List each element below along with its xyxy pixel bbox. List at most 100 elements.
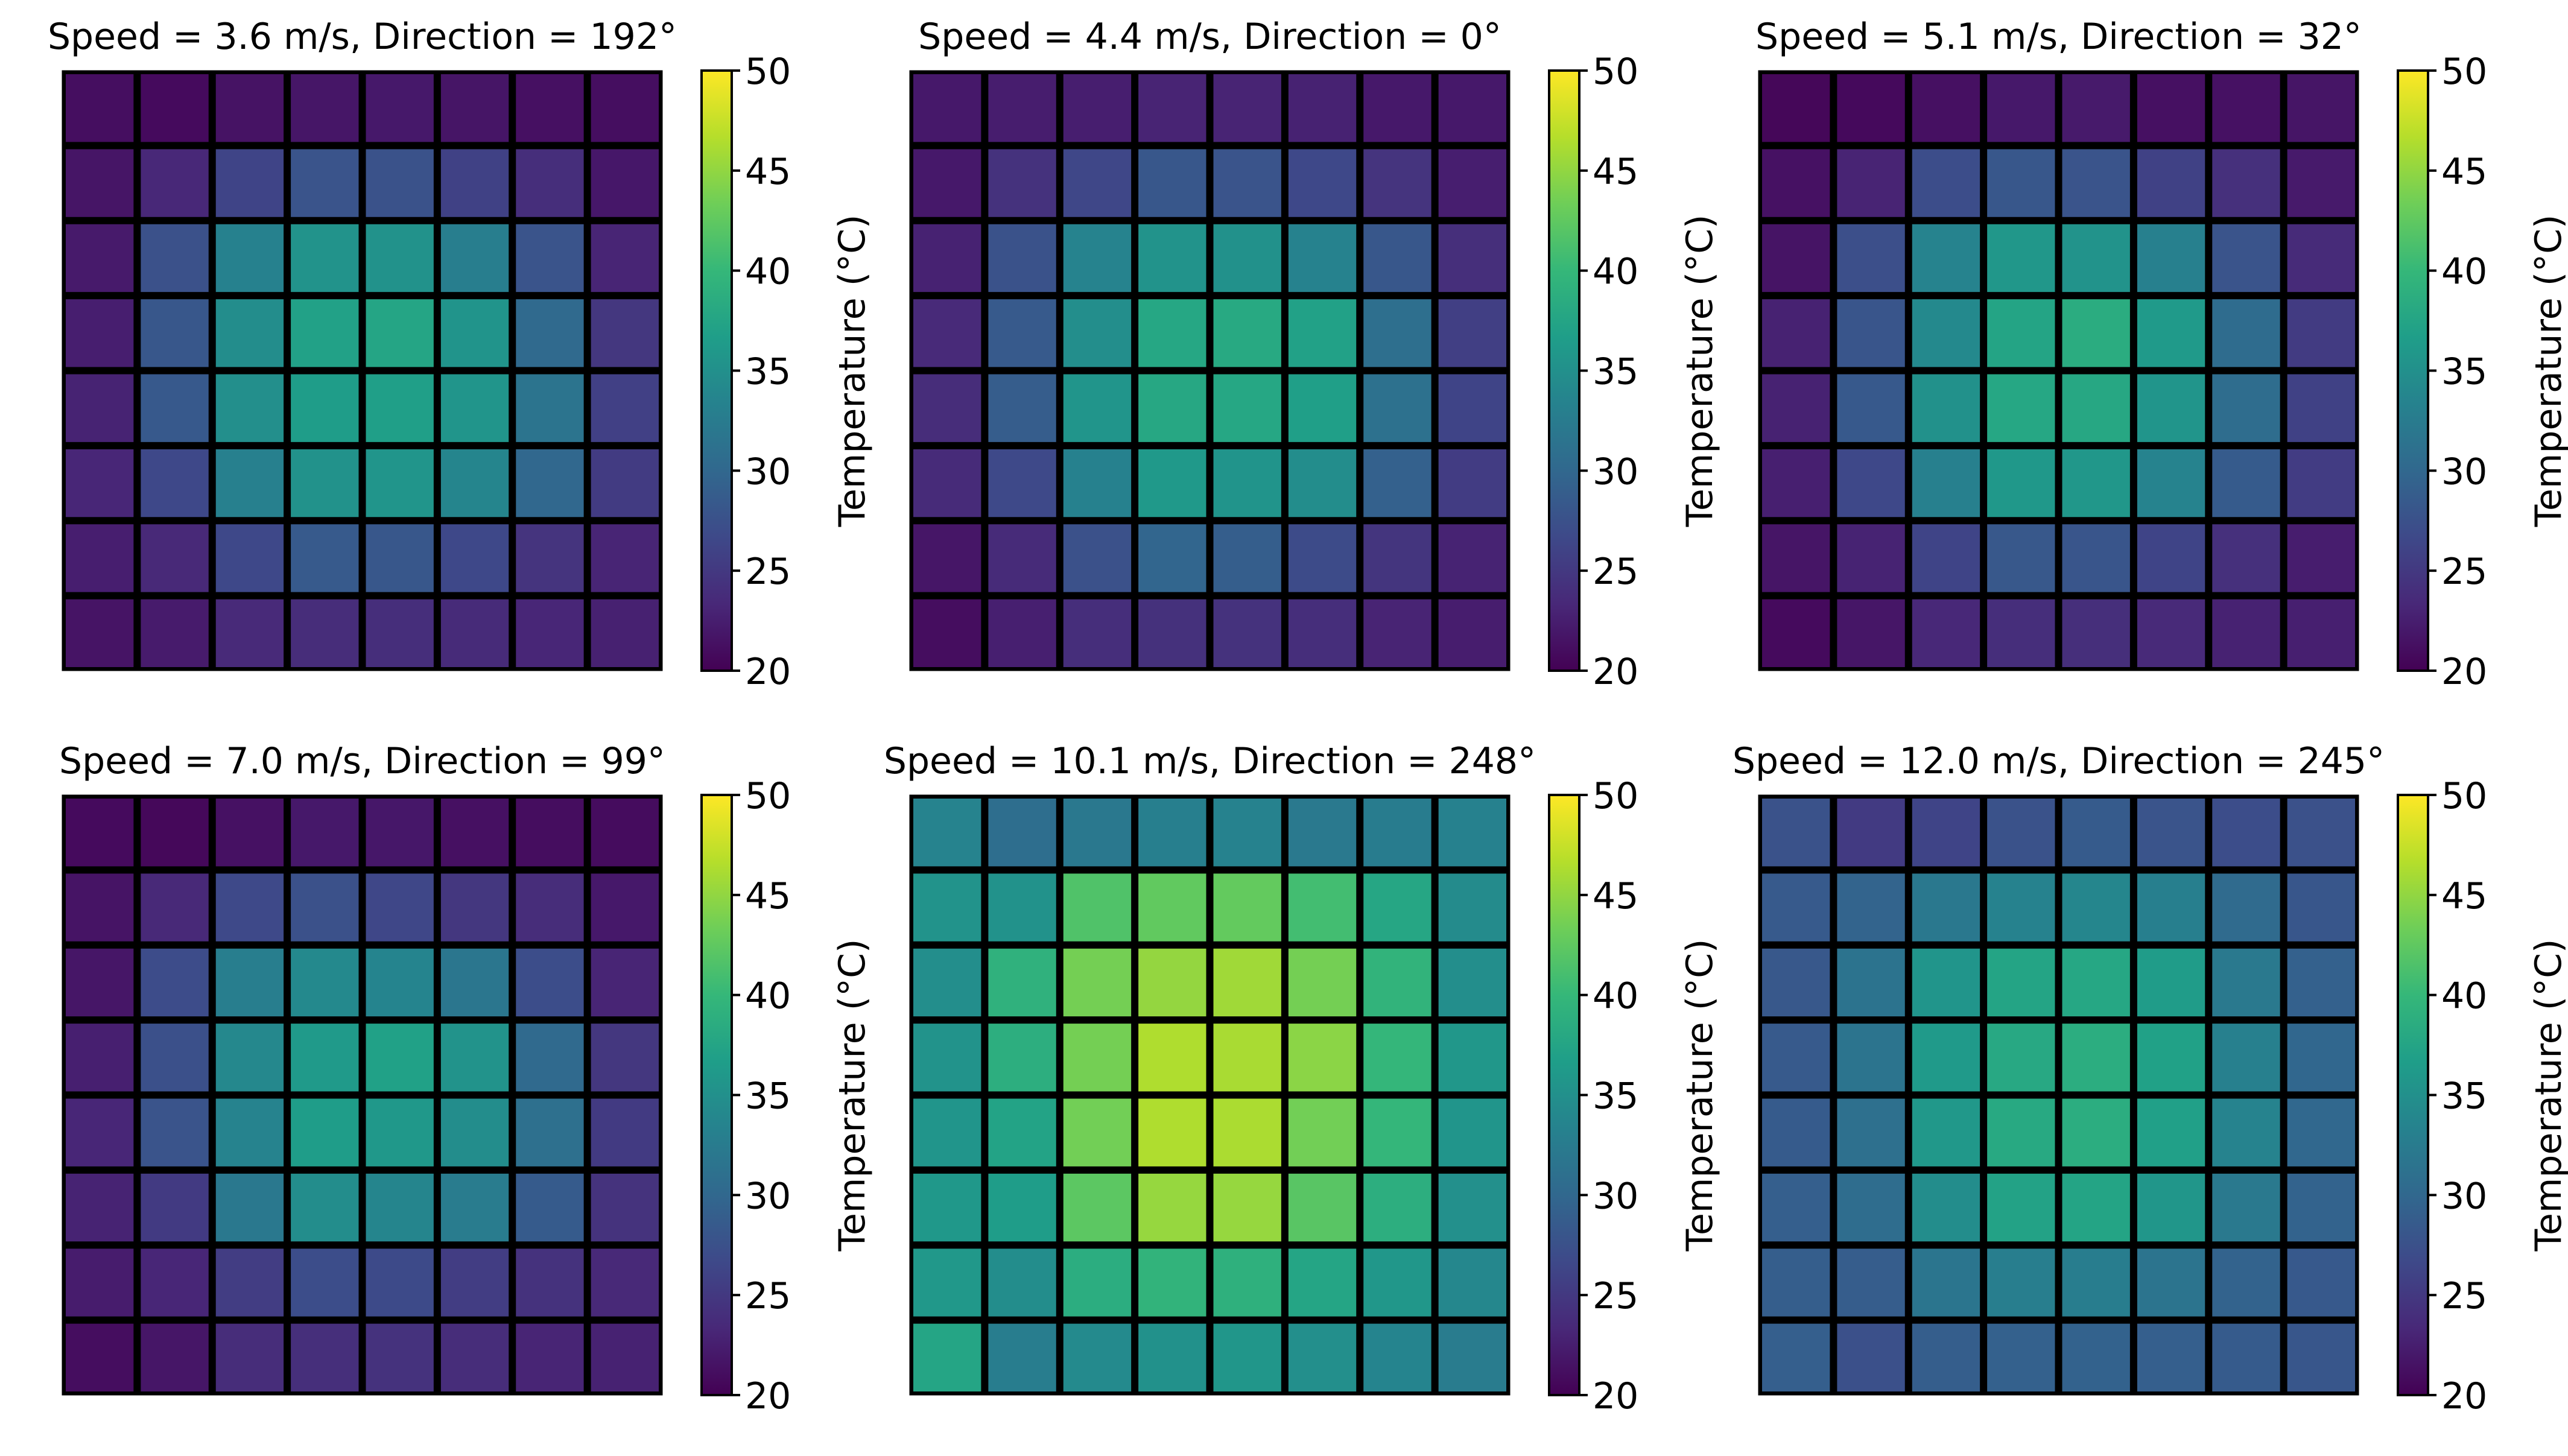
heatmap-cell [291,149,359,217]
heatmap-cell [2062,1173,2130,1242]
heatmap-cell [1213,1024,1281,1092]
chart-title: Speed = 12.0 m/s, Direction = 245° [1733,740,2385,782]
heatmap-cell [2212,224,2280,293]
heatmap-cell [516,74,584,142]
heatmap-cell [440,1323,509,1392]
heatmap-cell [1987,1249,2055,1317]
heatmap-cell [1438,948,1507,1017]
heatmap-cell [913,374,981,442]
heatmap-cell [1762,1024,1830,1092]
heatmap-cell [1063,1323,1132,1392]
colorbar-tick-label: 35 [745,351,791,393]
heatmap-cell [1063,1249,1132,1317]
colorbar-tick-label: 35 [1593,351,1638,393]
heatmap-cell [2062,299,2130,367]
heatmap-cell [591,74,659,142]
heatmap-cell [1288,1024,1357,1092]
heatmap-cell [2137,524,2205,592]
heatmap-cell [366,374,434,442]
heatmap-cell [591,1173,659,1242]
heatmap-cell [1438,149,1507,217]
heatmap-cell [913,74,981,142]
heatmap-cell [2212,799,2280,867]
heatmap-cell [1762,149,1830,217]
heatmap-cell [1837,1024,1905,1092]
heatmap-cell [591,1098,659,1166]
heatmap-cell [1288,299,1357,367]
colorbar-tick-label: 50 [1593,775,1638,817]
heatmap-cell [988,1098,1056,1166]
heatmap-cell [988,873,1056,942]
heatmap-cell [366,948,434,1017]
heatmap-cell [2137,948,2205,1017]
heatmap-cell [66,599,134,668]
heatmap-cell [1363,449,1431,518]
heatmap-cell [1138,948,1206,1017]
heatmap-cell [1138,873,1206,942]
heatmap-cell [988,149,1056,217]
heatmap-cell [2287,799,2356,867]
heatmap-cell [1762,449,1830,518]
colorbar-tick-label: 25 [2441,551,2487,593]
heatmap-cell [1138,1098,1206,1166]
heatmap-cell [1288,149,1357,217]
heatmap-cell [516,374,584,442]
heatmap-cell [516,1024,584,1092]
heatmap-cell [440,374,509,442]
heatmap-cell [2212,449,2280,518]
heatmap-cell [988,599,1056,668]
heatmap-cell [2287,1098,2356,1166]
heatmap-cell [2137,599,2205,668]
heatmap-cell [1987,1323,2055,1392]
heatmap-cell [591,1249,659,1317]
heatmap-cell [1438,873,1507,942]
heatmap-cell [440,1098,509,1166]
heatmap-cell [366,1323,434,1392]
heatmap-cell [2137,1249,2205,1317]
heatmap-cell [1912,224,1980,293]
colorbar-tick-label: 35 [1593,1075,1638,1118]
heatmap-cell [516,1249,584,1317]
colorbar-tick-label: 25 [745,1275,791,1317]
heatmap-cell [913,873,981,942]
heatmap-cell [1138,1173,1206,1242]
heatmap-cell [913,449,981,518]
heatmap-cell [366,799,434,867]
heatmap-cell [1213,599,1281,668]
heatmap-cell [141,799,209,867]
heatmap-cell [1138,1323,1206,1392]
colorbar-tick-label: 35 [2441,351,2487,393]
heatmap-cell [366,1173,434,1242]
heatmap-cell [291,524,359,592]
colorbar-tick-label: 20 [1593,1375,1638,1417]
heatmap-cell [1912,1173,1980,1242]
heatmap-cell [1762,524,1830,592]
heatmap-cell [291,599,359,668]
plot-frame [1758,794,2359,1396]
heatmap-cell [1213,299,1281,367]
heatmap-cell [1987,224,2055,293]
heatmap-cell [291,1249,359,1317]
colorbar-tick-label: 50 [1593,51,1638,93]
heatmap-cell [141,1173,209,1242]
heatmap-cell [1213,1098,1281,1166]
heatmap-cell [1363,1024,1431,1092]
heatmap-cell [66,1024,134,1092]
plot-frame [909,70,1511,671]
heatmap-cell [1837,149,1905,217]
colorbar [2397,794,2429,1396]
colorbar-tick-label: 40 [745,975,791,1018]
heatmap-cell [1363,524,1431,592]
heatmap-cell [1363,799,1431,867]
heatmap-cell [366,524,434,592]
colorbar-tick-label: 30 [1593,451,1638,493]
heatmap-cell [366,299,434,367]
heatmap-cell [215,449,284,518]
colorbar-tick-label: 20 [2441,651,2487,693]
colorbar-tick-label: 30 [745,451,791,493]
heatmap-cell [215,524,284,592]
heatmap-cell [141,1323,209,1392]
heatmap-cell [1213,374,1281,442]
heatmap-cell [1063,1098,1132,1166]
heatmap-cell [215,149,284,217]
